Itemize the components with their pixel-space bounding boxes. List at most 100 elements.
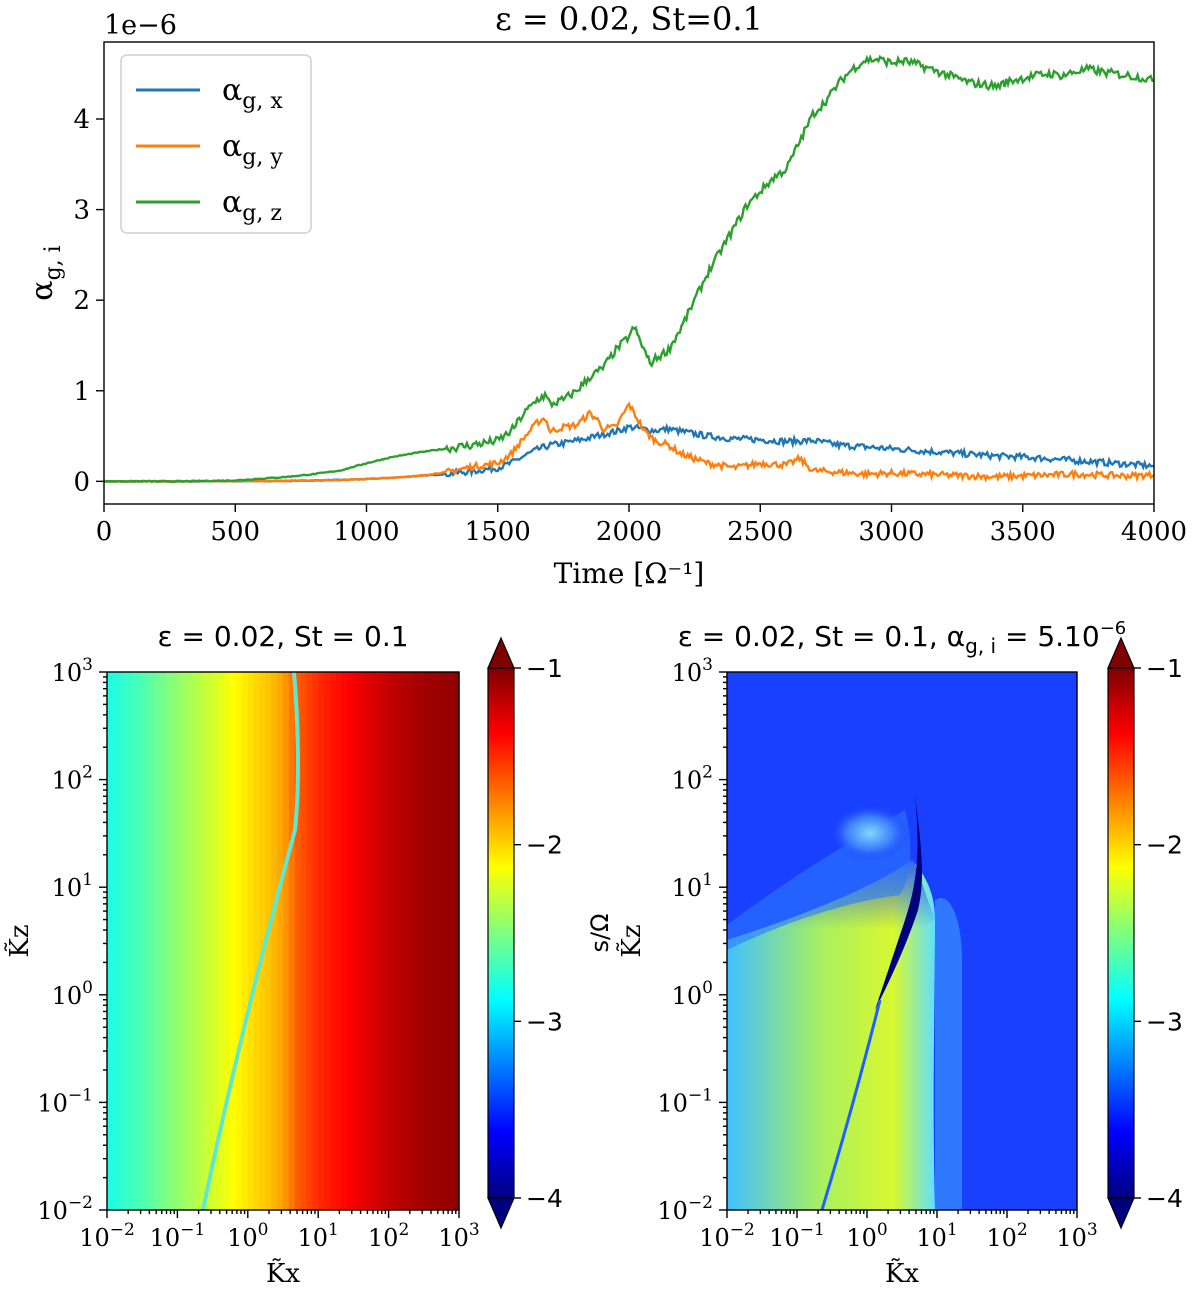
heatmap-cell	[183, 672, 190, 1210]
x-tick-label: 102	[368, 1220, 409, 1252]
y-tick-label: 100	[672, 978, 713, 1010]
heatmap-cell	[124, 672, 132, 1210]
heatmap-cell	[324, 672, 331, 1210]
colorbar-tick-label: −2	[1146, 831, 1183, 860]
legend-label: αg, z	[222, 185, 282, 226]
y-tick-label: 103	[672, 655, 713, 687]
heatmap-cell	[306, 672, 313, 1210]
heatmap-cell	[130, 672, 137, 1210]
heatmap-cell	[142, 672, 149, 1210]
y-tick-label: 101	[672, 870, 713, 902]
heatmap-cell	[253, 672, 261, 1210]
legend-label: αg, x	[222, 73, 283, 114]
y-axis-label: αg, i	[25, 245, 66, 300]
y-tick-label: 0	[73, 467, 90, 497]
colorbar-extend-max	[487, 636, 515, 669]
x-tick-label: 100	[227, 1220, 268, 1252]
heatmap-left-title: ε = 0.02, St = 0.1	[157, 620, 408, 653]
x-tick-label: 101	[916, 1220, 957, 1252]
heatmap-cell	[165, 672, 173, 1210]
x-tick-label: 0	[96, 517, 113, 547]
heatmap-right-field	[727, 672, 1077, 1211]
heatmap-cell	[382, 672, 390, 1210]
colorbar-gradient	[1108, 668, 1134, 1198]
x-tick-label: 4000	[1121, 517, 1187, 547]
x-tick-label: 10−1	[150, 1220, 206, 1252]
heatmap-cell	[447, 672, 454, 1210]
x-tick-label: 2500	[727, 517, 793, 547]
heatmap-cell	[247, 672, 255, 1210]
heatmap-left-ylabel: K̃z	[4, 924, 35, 957]
heatmap-cell	[371, 672, 378, 1210]
colorbar-tick-label: −4	[526, 1184, 563, 1213]
x-axis-label: Time [Ω⁻¹]	[554, 557, 705, 590]
x-tick-label: 101	[298, 1220, 339, 1252]
heatmap-cell	[294, 672, 302, 1210]
heatmap-left-field	[107, 672, 460, 1210]
fan-fade	[727, 855, 935, 1040]
heatmap-cell	[241, 672, 249, 1210]
colorbar-tick-label: −1	[526, 654, 563, 683]
heatmap-cell	[423, 672, 431, 1210]
heatmap-cell	[171, 672, 178, 1210]
x-tick-label: 10−2	[79, 1220, 135, 1252]
heatmap-cell	[359, 672, 366, 1210]
heatmap-right-title: ε = 0.02, St = 0.1, αg, i = 5.10−6	[678, 618, 1126, 658]
y-tick-label: 101	[52, 870, 93, 902]
colorbar-tick-label: −4	[1146, 1184, 1183, 1213]
chart-title: ε = 0.02, St=0.1	[495, 0, 763, 38]
heatmap-cell	[189, 672, 196, 1210]
y-tick-label: 10−2	[37, 1193, 93, 1225]
x-tick-label: 3500	[990, 517, 1056, 547]
marginal-stability-curve	[201, 671, 300, 1211]
y-tick-label: 103	[52, 655, 93, 687]
y-tick-label: 2	[73, 286, 90, 316]
heatmap-cell	[159, 672, 167, 1210]
series-group	[104, 54, 1154, 484]
heatmap-cell	[347, 672, 354, 1210]
line-chart: ε = 0.02, St=0.1 1e−6 0 500 1000 1500 2000 25…	[25, 0, 1187, 590]
heatmap-cell	[236, 672, 243, 1210]
x-tick-label: 1000	[333, 517, 399, 547]
colorbar-frame	[487, 667, 515, 1199]
y-offset-label: 1e−6	[104, 10, 177, 41]
heatmap-cell	[388, 672, 396, 1210]
x-tick-label: 102	[986, 1220, 1027, 1252]
colorbar-tick-label: −2	[526, 831, 563, 860]
x-tick-label: 2000	[596, 517, 662, 547]
heatmap-cell	[312, 672, 319, 1210]
heatmap-cell	[206, 672, 214, 1210]
heatmap-cell	[153, 672, 161, 1210]
heatmap-cell	[200, 672, 208, 1210]
heatmap-right-axes: 10−210−2 10−1 10−1 100 100 101 101 102 102 103 103	[657, 655, 1097, 1252]
heatmap-cell	[107, 672, 114, 1210]
heatmap-cell	[394, 672, 401, 1210]
heatmap-cell	[283, 672, 290, 1210]
colorbar-frame	[1107, 667, 1135, 1199]
heatmap-cell	[376, 672, 384, 1210]
colorbar-extend-min	[487, 1197, 515, 1230]
heatmap-cell	[435, 672, 442, 1210]
x-tick-label: 3000	[858, 517, 924, 547]
x-tick-label: 10−1	[769, 1220, 825, 1252]
y-tick-label: 102	[672, 763, 713, 795]
heatmap-cell	[406, 672, 413, 1210]
heatmap-cell	[453, 672, 460, 1210]
heatmap-right-xlabel: K̃x	[885, 1258, 919, 1289]
y-tick-label: 3	[73, 196, 90, 226]
colorbar-gradient	[488, 668, 514, 1198]
heatmap-cell	[300, 672, 308, 1210]
heatmap-cell	[195, 672, 202, 1210]
heatmap-cell	[212, 672, 220, 1210]
heatmap-cell	[112, 672, 120, 1210]
heatmap-left: ε = 0.02, St = 0.1 10−210−210−110−110010…	[4, 620, 614, 1289]
y-tick-label: 102	[52, 763, 93, 795]
colorbar-left: −1 −2 −3 −4 s/Ω	[487, 636, 614, 1230]
y-axis: 0 1 2 3 4	[73, 105, 104, 497]
heatmap-cell	[218, 672, 225, 1210]
heatmap-cell	[353, 672, 360, 1210]
y-tick-label: 10−1	[657, 1085, 713, 1117]
heatmap-cell	[177, 672, 184, 1210]
heatmap-cell	[329, 672, 337, 1210]
heatmap-cell	[365, 672, 372, 1210]
